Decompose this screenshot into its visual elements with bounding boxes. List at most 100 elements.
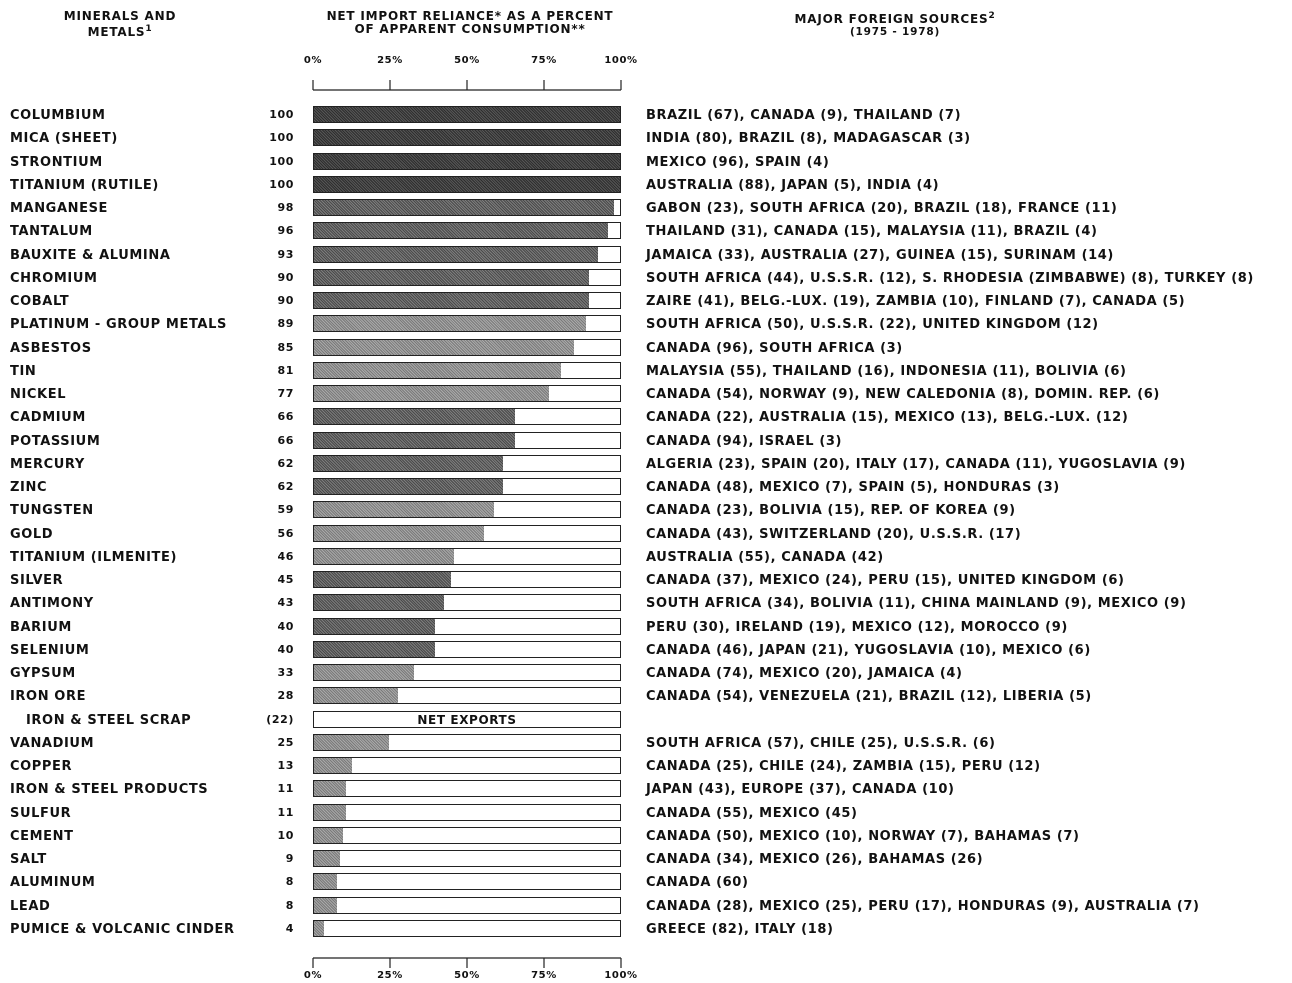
value-label: 11	[277, 782, 294, 796]
foreign-sources: ZAIRE (41), BELG.-LUX. (19), ZAMBIA (10)…	[646, 294, 1186, 309]
foreign-sources: CANADA (96), SOUTH AFRICA (3)	[646, 340, 903, 356]
mineral-name: TITANIUM (ILMENITE)	[10, 549, 178, 565]
mineral-name: IRON & STEEL SCRAP	[26, 712, 192, 728]
table-row: TIN 81 MALAYSIA (55), THAILAND (16), INDON…	[0, 361, 1292, 384]
table-row: MICA (SHEET) 100 INDIA (80), BRAZIL (8), M…	[0, 128, 1292, 151]
foreign-sources: CANADA (54), NORWAY (9), NEW CALEDONIA (…	[646, 387, 1160, 402]
top-axis-tick-label: 25%	[377, 55, 403, 66]
sources-header-line1: MAJOR FOREIGN SOURCES	[794, 12, 989, 26]
bar-track	[313, 478, 621, 495]
table-row: GYPSUM 33 CANADA (74), MEXICO (20), JAMAIC…	[0, 663, 1292, 686]
table-row: STRONTIUM 100 MEXICO (96), SPAIN (4)	[0, 152, 1292, 175]
mineral-name: CEMENT	[10, 828, 74, 844]
bottom-axis-tick-label: 0%	[304, 970, 322, 981]
foreign-sources: CANADA (43), SWITZERLAND (20), U.S.S.R. …	[646, 526, 1022, 542]
mineral-name: TITANIUM (RUTILE)	[10, 177, 159, 193]
bottom-axis-tick-label: 50%	[454, 970, 480, 981]
value-label: 98	[277, 201, 294, 214]
minerals-header: MINERALS AND METALS1	[40, 10, 200, 39]
top-axis-tick-label: 50%	[454, 55, 480, 66]
bar-fill	[314, 223, 608, 239]
bar-fill	[314, 339, 574, 355]
mineral-name: IRON ORE	[10, 689, 87, 705]
mineral-name: IRON & STEEL PRODUCTS	[10, 782, 209, 798]
value-label: 62	[277, 456, 294, 470]
table-row: MERCURY 62 ALGERIA (23), SPAIN (20), ITALY…	[0, 454, 1292, 477]
value-label: 13	[277, 759, 294, 772]
table-row: BARIUM 40 PERU (30), IRELAND (19), MEXICO …	[0, 617, 1292, 640]
sources-header-line2: (1975 - 1978)	[849, 26, 941, 38]
foreign-sources: MEXICO (96), SPAIN (4)	[646, 154, 830, 170]
table-row: POTASSIUM 66 CANADA (94), ISRAEL (3)	[0, 431, 1292, 454]
mineral-name: GOLD	[10, 526, 54, 542]
table-row: PLATINUM - GROUP METALS 89 SOUTH AFRICA (5…	[0, 314, 1292, 337]
minerals-header-line1: MINERALS AND	[63, 9, 177, 23]
bar-fill	[314, 827, 343, 843]
value-label: (22)	[266, 712, 294, 726]
bar-fill	[314, 548, 454, 564]
mineral-name: STRONTIUM	[10, 154, 103, 170]
bar-track	[313, 385, 621, 402]
bar-fill	[314, 665, 414, 680]
table-row: IRON ORE 28 CANADA (54), VENEZUELA (21), B…	[0, 686, 1292, 709]
mineral-name: SULFUR	[10, 805, 72, 821]
table-row: COLUMBIUM 100 BRAZIL (67), CANADA (9), THA…	[0, 105, 1292, 128]
value-label: 8	[285, 898, 294, 912]
value-label: 56	[277, 526, 294, 540]
foreign-sources: CANADA (23), BOLIVIA (15), REP. OF KOREA…	[646, 503, 1016, 519]
mineral-name: SELENIUM	[10, 642, 90, 658]
bar-track	[313, 547, 621, 565]
bar-fill	[314, 107, 620, 122]
foreign-sources: CANADA (74), MEXICO (20), JAMAICA (4)	[646, 666, 963, 681]
table-row: ANTIMONY 43 SOUTH AFRICA (34), BOLIVIA (11…	[0, 593, 1292, 616]
value-label: 40	[277, 619, 294, 633]
value-label: 9	[285, 852, 294, 865]
table-row: ALUMINUM 8 CANADA (60)	[0, 872, 1292, 895]
minerals-footnote-mark: 1	[145, 24, 153, 34]
bar-fill	[314, 618, 436, 634]
bar-fill	[314, 525, 485, 541]
value-label: 59	[277, 503, 294, 517]
mineral-name: PUMICE & VOLCANIC CINDER	[10, 921, 235, 937]
bar-track	[313, 850, 621, 867]
bar-track	[313, 361, 621, 379]
foreign-sources: PERU (30), IRELAND (19), MEXICO (12), MO…	[646, 619, 1068, 635]
bar-track: NET EXPORTS	[313, 710, 621, 728]
value-label: 40	[277, 642, 294, 656]
foreign-sources: CANADA (55), MEXICO (45)	[646, 805, 858, 821]
foreign-sources: ALGERIA (23), SPAIN (20), ITALY (17), CA…	[646, 456, 1186, 472]
foreign-sources: CANADA (46), JAPAN (21), YUGOSLAVIA (10)…	[646, 642, 1091, 658]
value-label: 90	[277, 270, 294, 284]
foreign-sources: CANADA (94), ISRAEL (3)	[646, 433, 843, 449]
reliance-header-line1: NET IMPORT RELIANCE* AS A PERCENT	[326, 9, 614, 23]
bar-track	[313, 873, 621, 891]
mineral-name: CADMIUM	[10, 410, 86, 426]
bar-fill	[314, 153, 620, 169]
bar-fill	[314, 897, 337, 913]
mineral-name: ZINC	[10, 480, 48, 495]
table-row: SILVER 45 CANADA (37), MEXICO (24), PERU (…	[0, 570, 1292, 593]
bar-track	[313, 896, 621, 914]
bar-track	[313, 687, 621, 705]
value-label: 85	[277, 340, 294, 354]
value-label: 45	[277, 573, 294, 586]
value-label: 25	[277, 735, 294, 749]
top-axis-tick-label: 100%	[604, 55, 637, 66]
foreign-sources: SOUTH AFRICA (50), U.S.S.R. (22), UNITED…	[646, 317, 1099, 333]
bar-track	[313, 733, 621, 751]
bar-track	[313, 338, 621, 356]
value-label: 93	[277, 247, 294, 261]
bar-fill	[314, 130, 620, 146]
value-label: 81	[277, 363, 294, 377]
value-label: 66	[277, 433, 294, 447]
value-label: 90	[277, 294, 294, 307]
bar-fill	[314, 688, 399, 704]
bar-track	[313, 594, 621, 612]
bar-track	[313, 245, 621, 263]
foreign-sources: GREECE (82), ITALY (18)	[646, 921, 834, 937]
bar-track	[313, 292, 621, 309]
table-row: BAUXITE & ALUMINA 93 JAMAICA (33), AUSTRAL…	[0, 245, 1292, 268]
foreign-sources: CANADA (37), MEXICO (24), PERU (15), UNI…	[646, 573, 1125, 588]
reliance-header: NET IMPORT RELIANCE* AS A PERCENT OF APP…	[290, 10, 650, 36]
table-row: CHROMIUM 90 SOUTH AFRICA (44), U.S.S.R. (1…	[0, 268, 1292, 291]
